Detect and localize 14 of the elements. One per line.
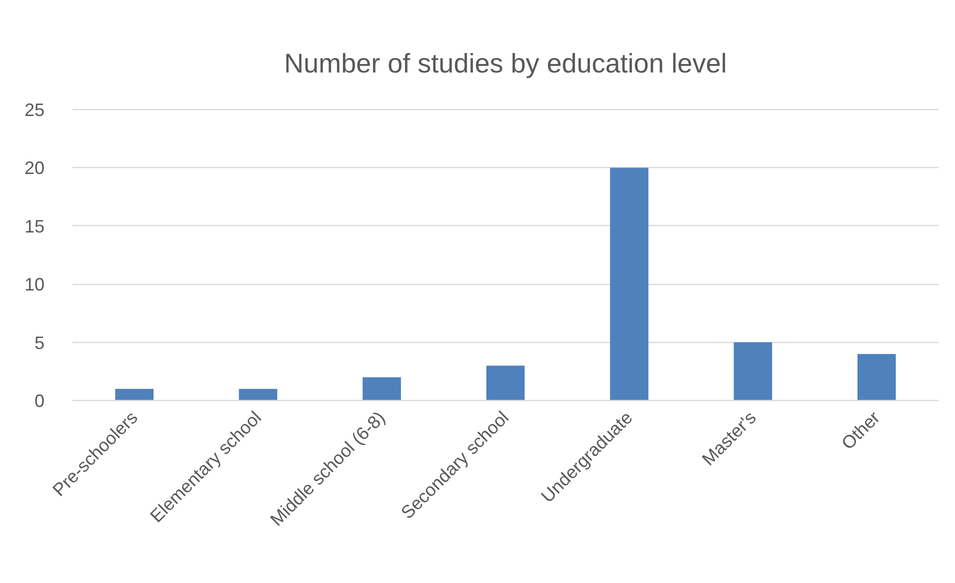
y-tick-label: 0 [34,391,45,411]
bar [238,388,278,400]
bar [115,388,154,400]
y-tick-label: 25 [24,100,45,120]
chart-title: Number of studies by education level [284,48,727,78]
bar [610,168,648,400]
y-tick-label: 15 [24,216,45,236]
bar [362,377,401,400]
y-tick-label: 20 [24,158,45,178]
bar [734,342,772,400]
y-tick-label: 5 [34,332,45,353]
bar [486,366,525,400]
y-tick-label: 10 [24,274,45,295]
bar [857,354,896,400]
